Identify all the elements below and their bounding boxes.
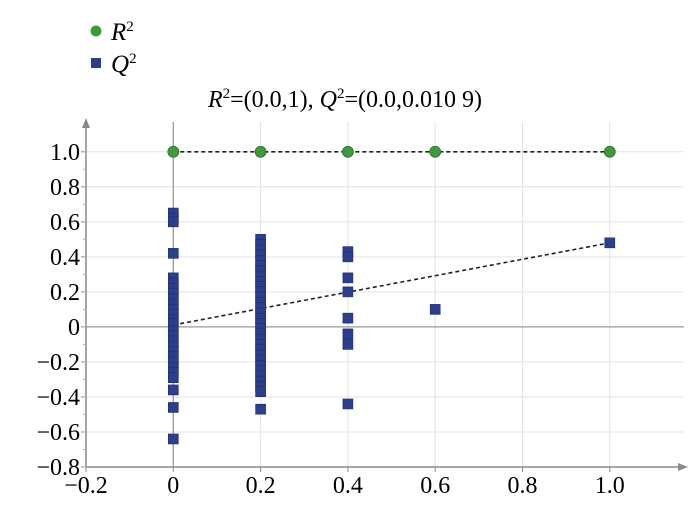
r2-point xyxy=(167,145,180,158)
q2-point xyxy=(167,248,179,259)
y-tick-label: −0.8 xyxy=(36,455,80,481)
q2-point xyxy=(167,433,179,445)
q2-point xyxy=(342,272,354,284)
q2-point xyxy=(167,216,179,228)
grid-layer xyxy=(85,122,684,468)
y-tick-label: −0.4 xyxy=(36,385,80,411)
legend-marker-q2 xyxy=(91,58,101,68)
x-tick-label: 0.2 xyxy=(246,473,276,499)
regression-lines xyxy=(173,150,610,326)
q2-point xyxy=(167,384,179,396)
q2-point xyxy=(167,372,179,383)
x-tick-label: 0.4 xyxy=(333,473,363,499)
q2-point xyxy=(429,304,441,315)
y-tick-label: 0 xyxy=(68,315,80,341)
legend-label: R2 xyxy=(110,19,134,46)
q2-point xyxy=(342,312,354,324)
q2-point xyxy=(255,386,266,397)
q2-point xyxy=(604,237,616,249)
y-tick-label: 0.4 xyxy=(50,245,80,271)
q2-point xyxy=(342,286,354,298)
x-tick-label: 0 xyxy=(167,473,179,499)
x-axis-arrow xyxy=(678,463,688,471)
y-axis-arrow xyxy=(82,118,90,128)
q2-point xyxy=(342,251,354,263)
r2-point xyxy=(341,145,354,158)
legend-marker-r2 xyxy=(90,25,102,37)
q2-point xyxy=(342,339,354,350)
q2-point xyxy=(255,403,266,415)
r2-point xyxy=(603,145,616,158)
y-tick-label: −0.6 xyxy=(36,420,80,446)
regression-line xyxy=(173,242,610,326)
x-tick-label: −0.2 xyxy=(64,473,108,499)
x-tick-label: 1.0 xyxy=(595,473,625,499)
y-tick-label: −0.2 xyxy=(36,350,80,376)
q2-point xyxy=(342,398,354,410)
r2-point xyxy=(254,145,267,158)
r2-point xyxy=(429,145,442,158)
legend-label: Q2 xyxy=(111,51,137,78)
q2-point xyxy=(342,328,354,340)
data-points xyxy=(167,145,616,445)
y-tick-label: 0.8 xyxy=(50,175,80,201)
y-tick-label: 1.0 xyxy=(50,140,80,166)
y-tick-label: 0.2 xyxy=(50,280,80,306)
q2-point xyxy=(167,402,179,413)
tick-labels: 1.00.80.60.40.20−0.2−0.4−0.6−0.8−0.2 0 0.2… xyxy=(36,140,624,499)
x-tick-label: 0.8 xyxy=(507,473,537,499)
x-tick-label: 0.6 xyxy=(420,473,450,499)
y-tick-label: 0.6 xyxy=(50,210,80,236)
chart-title: R2=(0.0,1), Q2=(0.0,0.010 9) xyxy=(207,86,482,113)
